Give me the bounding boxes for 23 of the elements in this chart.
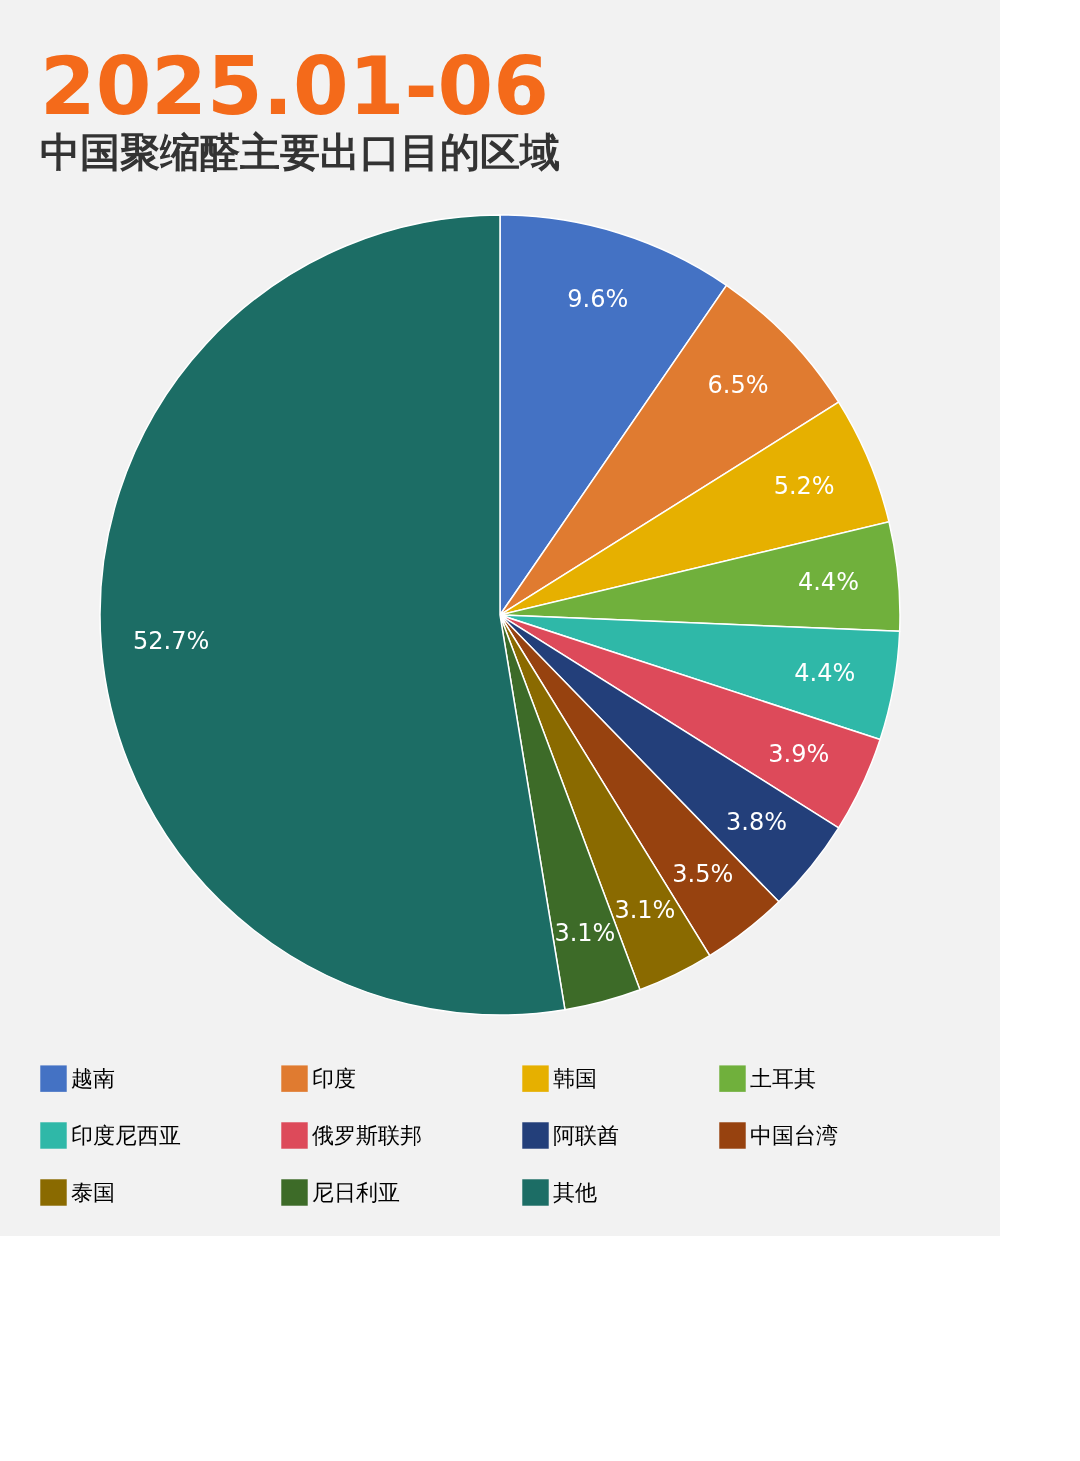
data-label: 3.5% <box>672 860 734 889</box>
data-label: 3.8% <box>726 807 788 836</box>
data-label: 3.9% <box>768 740 830 769</box>
data-label: 3.1% <box>554 918 616 947</box>
legend-label: 越南 <box>71 1065 115 1091</box>
legend-label: 其他 <box>553 1179 597 1205</box>
legend-label: 印度尼西亚 <box>71 1122 181 1148</box>
legend-label: 阿联酋 <box>553 1122 619 1148</box>
data-label: 4.4% <box>797 567 859 596</box>
legend-label: 中国台湾 <box>750 1122 838 1148</box>
legend-label: 尼日利亚 <box>312 1179 400 1205</box>
data-label: 9.6% <box>567 284 629 313</box>
chart-subtitle: 中国聚缩醛主要出口目的区域 <box>40 129 560 175</box>
data-label: 4.4% <box>794 658 856 687</box>
legend-label: 土耳其 <box>750 1065 816 1091</box>
data-label: 3.1% <box>614 896 676 925</box>
data-label: 5.2% <box>773 472 835 501</box>
legend-label: 泰国 <box>71 1179 115 1205</box>
legend-label: 韩国 <box>553 1065 597 1091</box>
data-label: 6.5% <box>707 371 769 400</box>
data-label: 52.7% <box>132 626 210 655</box>
legend-label: 印度 <box>312 1065 356 1091</box>
legend-label: 俄罗斯联邦 <box>312 1122 422 1148</box>
